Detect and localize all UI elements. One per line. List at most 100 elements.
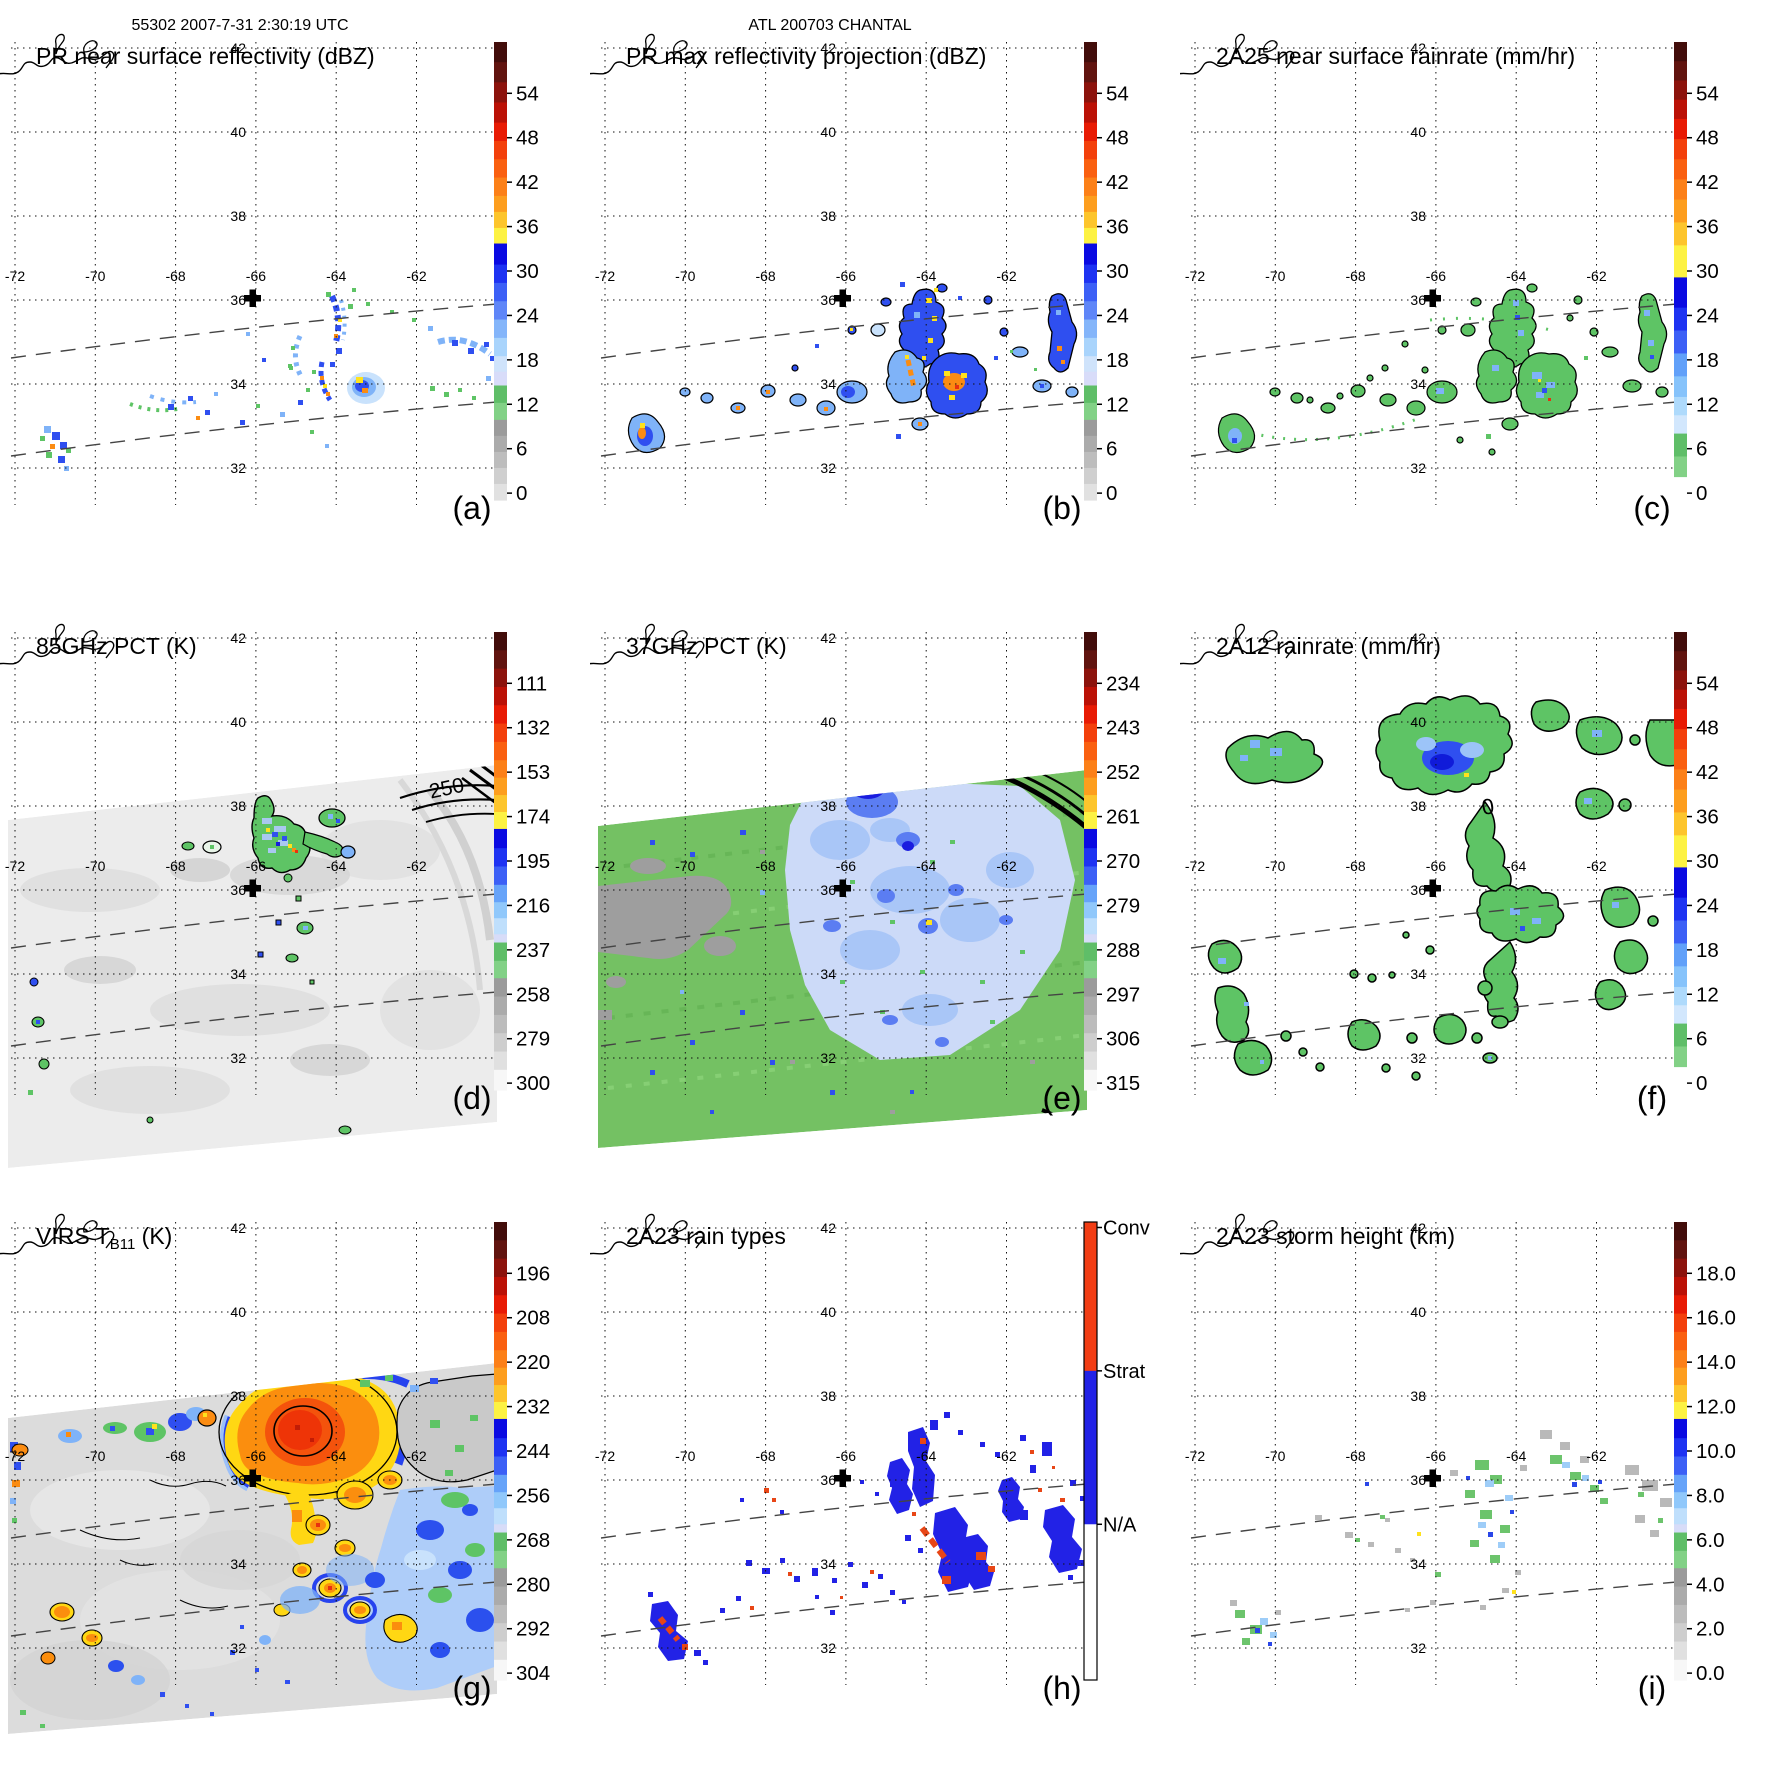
lat-label: 38 <box>1410 1388 1426 1404</box>
swath-edge-south <box>1190 401 1678 457</box>
colorbar-segment <box>1674 396 1687 416</box>
colorbar-tick-label: 258 <box>516 983 550 1006</box>
colorbar-segment <box>494 828 507 849</box>
colorbar-tick-label: 111 <box>516 672 547 695</box>
colorbar-segment <box>1674 1568 1687 1588</box>
colorbar-segment <box>494 1069 507 1091</box>
colorbar-tick-label: 42 <box>516 171 539 194</box>
lat-label: 38 <box>820 208 836 224</box>
contour-label: 0 <box>1480 793 1496 819</box>
colorbar-segment <box>494 419 507 437</box>
colorbar-segment <box>1674 1046 1687 1068</box>
overlay-i: -72 -70 -68 -66 -64 -62 42 40 38 36 34 32 2A23 storm… <box>1180 1213 1736 1706</box>
colorbar-tick-label: 24 <box>516 304 539 327</box>
colorbar-segment <box>1674 1532 1687 1552</box>
storm-center-cross-icon <box>249 1469 256 1487</box>
colorbar-segment <box>494 741 507 761</box>
colorbar-segment <box>1674 118 1687 140</box>
colorbar-tick-label: 234 <box>1106 672 1140 695</box>
panel-corner-label: (b) <box>1042 490 1081 526</box>
colorbar-segment <box>1084 828 1097 849</box>
panel-title: VIRS TB11 (K) <box>36 1223 172 1253</box>
colorbar-segment <box>494 1623 507 1643</box>
colorbar-tick-label: 0 <box>1696 1072 1707 1095</box>
coastline <box>590 50 705 75</box>
coastline <box>55 1213 65 1235</box>
lon-label: -72 <box>5 1448 25 1464</box>
panel-corner-label: (h) <box>1042 1670 1081 1706</box>
coastline <box>673 40 688 53</box>
colorbar-segment <box>1674 1550 1687 1569</box>
panel-c: -72 -70 -68 -66 -64 -62 42 40 38 36 34 32 2A25 near … <box>1180 0 1770 590</box>
colorbar-tick-label: 279 <box>1106 894 1140 917</box>
colorbar-segment <box>1084 705 1097 725</box>
colorbar-tick-label: 6 <box>1696 438 1707 461</box>
map-h: -72 -70 -68 -66 -64 -62 42 40 38 36 34 32 2A23 rain … <box>590 1213 1150 1706</box>
coastline <box>1180 50 1295 75</box>
panel-corner-label: (c) <box>1633 490 1670 526</box>
colorbar-tick-label: 18 <box>1696 939 1719 962</box>
lat-label: 40 <box>1410 1304 1426 1320</box>
coastline <box>645 1213 655 1235</box>
colorbar-tick-label: 300 <box>516 1072 550 1095</box>
lat-label: 32 <box>230 1640 246 1656</box>
lon-label: -64 <box>1506 1448 1526 1464</box>
coastline <box>1180 1230 1295 1255</box>
lon-label: -66 <box>246 268 266 284</box>
colorbar-segment <box>1084 918 1097 935</box>
colorbar-segment <box>494 996 507 1016</box>
lon-label: -66 <box>1426 1448 1446 1464</box>
colorbar-tick-label: 244 <box>516 1440 550 1463</box>
colorbar-segment <box>494 978 507 998</box>
lon-label: -68 <box>755 268 775 284</box>
colorbar-tick-label: 6 <box>516 438 527 461</box>
colorbar-segment <box>494 319 507 339</box>
colorbar-segment <box>1674 456 1687 478</box>
colorbar-segment <box>1674 1240 1687 1260</box>
lon-label: -68 <box>755 1448 775 1464</box>
storm-center-cross-icon <box>249 879 256 897</box>
colorbar-segment <box>494 1367 507 1386</box>
colorbar-segment <box>1674 835 1687 869</box>
storm-center-cross-icon <box>839 879 846 897</box>
colorbar-tick-label: 196 <box>516 1262 550 1285</box>
lon-label: -70 <box>85 268 105 284</box>
coastline <box>83 40 98 53</box>
lat-label: 40 <box>230 124 246 140</box>
colorbar-segment <box>1674 1623 1687 1643</box>
panel-title: 2A23 rain types <box>626 1223 786 1249</box>
colorbar-segment <box>1084 159 1097 179</box>
colorbar-segment <box>1674 330 1687 355</box>
colorbar-segment <box>1674 670 1687 691</box>
colorbar-segment <box>1674 749 1687 770</box>
colorbar-segment <box>1084 1069 1097 1091</box>
colorbar-segment <box>1674 943 1687 967</box>
colorbar-segment <box>1674 1456 1687 1476</box>
colorbar-segment <box>1674 920 1687 945</box>
colorbar-segment <box>1674 729 1687 750</box>
panel-title-part: 37GHz PCT (K) <box>626 633 787 659</box>
lat-label: 42 <box>230 630 246 646</box>
lon-label: -68 <box>165 268 185 284</box>
colorbar-segment <box>1084 140 1097 160</box>
panel-a: -72 -70 -68 -66 -64 -62 42 40 38 36 34 32 PR near su… <box>0 0 590 590</box>
colorbar-segment <box>494 1222 507 1241</box>
panel-header: 55302 2007-7-31 2:30:19 UTC <box>131 17 348 34</box>
lat-label: 38 <box>820 798 836 814</box>
colorbar-tick-label: 12 <box>516 393 539 416</box>
lat-label: 32 <box>820 460 836 476</box>
colorbar-segment <box>494 902 507 919</box>
colorbar-segment <box>1084 195 1097 213</box>
colorbar-tick-label: N/A <box>1103 1514 1137 1536</box>
colorbar-segment <box>494 385 507 404</box>
panel-header: ATL 200703 CHANTAL <box>748 17 911 34</box>
colorbar-tick-label: 0 <box>1106 482 1117 505</box>
panel-corner-label: (a) <box>452 490 491 526</box>
colorbar-segment <box>1674 42 1687 62</box>
colorbar-segment <box>494 227 507 245</box>
colorbar-tick-label: 0.0 <box>1696 1662 1725 1685</box>
colorbar-tick-label: 48 <box>1696 717 1719 740</box>
lat-label: 42 <box>1410 630 1426 646</box>
colorbar-segment <box>1674 477 1687 501</box>
colorbar-segment <box>1674 1401 1687 1420</box>
